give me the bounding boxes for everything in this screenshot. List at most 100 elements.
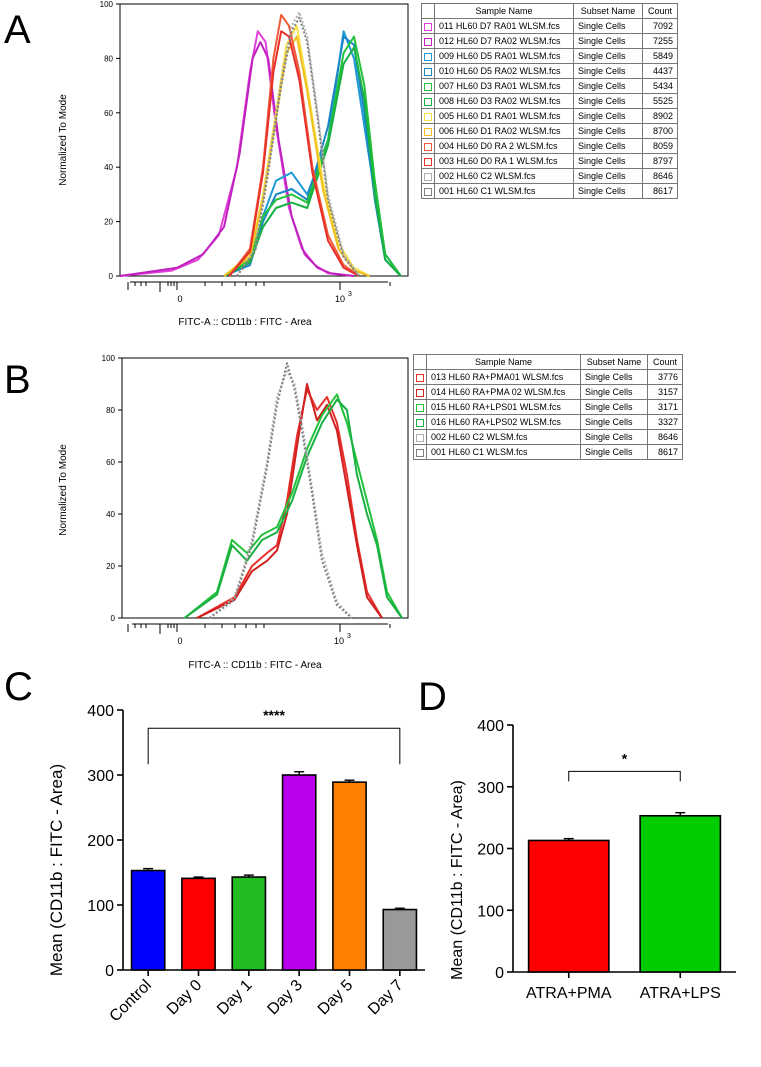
x-tick-label: ATRA+LPS [640,985,721,1002]
histogram-series-d3b [223,46,402,277]
legend-swatch [424,52,432,61]
legend-count: 3171 [647,399,683,415]
x-tick-label: Day 5 [315,977,357,1019]
legend-swatch [424,157,432,166]
legend-sample-name: 015 HL60 RA+LPS01 WLSM.fcs [426,399,581,415]
legend-swatch [424,97,432,106]
histogram-series-c1 [208,362,353,619]
legend-swatch-cell [413,429,427,445]
plot-frame [121,357,409,619]
legend-subset-name: Single Cells [573,63,643,79]
legend-count: 5525 [642,93,678,109]
y-axis-label: Normalized To Mode [58,94,69,186]
y-tick-label: 80 [106,406,115,415]
y-axis-label: Normalized To Mode [58,444,69,536]
legend-swatch-cell [413,384,427,400]
y-tick-label: 40 [104,163,113,172]
histogram-a: Normalized To Mode FITC-A :: CD11b : FIT… [58,0,409,328]
legend-swatch-cell [421,18,435,34]
legend-count: 8646 [647,429,683,445]
y-axis-label: Mean (CD11b : FITC - Area) [47,764,66,976]
legend-swatch-cell [413,399,427,415]
y-tick-label: 20 [106,562,115,571]
legend-row: 015 HL60 RA+LPS01 WLSM.fcs Single Cells 31… [413,399,683,415]
y-tick-label: 100 [87,898,114,915]
bar-control [130,869,166,971]
y-tick-label: 0 [109,272,114,281]
y-tick-label: 100 [100,0,114,9]
legend-swatch [424,112,432,121]
legend-subset-name: Single Cells [573,108,643,124]
legend-subset-name: Single Cells [580,369,648,385]
legend-subset-name: Single Cells [573,123,643,139]
x-tick-label-thousand: 10 [334,636,344,646]
x-tick-label-thousand: 10 [335,294,345,304]
histogram-series-d0b [228,30,360,277]
legend-header-count: Count [642,3,678,19]
significance-label: * [622,750,628,766]
histogram-series-lps [183,393,403,619]
legend-sample-name: 002 HL60 C2 WLSM.fcs [426,429,581,445]
legend-row: 007 HL60 D3 RA01 WLSM.fcs Single Cells 543… [421,78,678,94]
legend-subset-name: Single Cells [573,33,643,49]
legend-row: 005 HL60 D1 RA01 WLSM.fcs Single Cells 890… [421,108,678,124]
legend-sample-name: 006 HL60 D1 RA02 WLSM.fcs [434,123,574,139]
legend-swatch-header [421,3,435,19]
legend-sample-name: 001 HL60 C1 WLSM.fcs [426,444,581,460]
legend-count: 4437 [642,63,678,79]
legend-swatch-cell [421,123,435,139]
y-tick-label: 80 [104,54,113,63]
legend-swatch-cell [421,138,435,154]
legend-subset-name: Single Cells [573,168,643,184]
legend-swatch [424,37,432,46]
legend-sample-name: 013 HL60 RA+PMA01 WLSM.fcs [426,369,581,385]
x-tick-label-zero: 0 [177,294,182,304]
histogram-series-pma2 [196,383,383,619]
legend-subset-name: Single Cells [573,183,643,199]
legend-header-subset: Subset Name [580,354,648,370]
legend-subset-name: Single Cells [580,384,648,400]
panel-label-b: B [4,358,31,402]
legend-subset-name: Single Cells [580,399,648,415]
legend-sample-name: 001 HL60 C1 WLSM.fcs [434,183,574,199]
legend-swatch [416,403,424,412]
histogram-series-d1 [223,24,371,277]
legend-sample-name: 016 HL60 RA+LPS02 WLSM.fcs [426,414,581,430]
significance-label: **** [263,707,285,723]
panel-label-d: D [418,675,447,719]
y-tick-label: 300 [477,780,504,797]
legend-swatch-cell [421,93,435,109]
bar-day-3 [281,774,317,971]
panel-label-a: A [4,8,31,52]
legend-table-a: Sample Name Subset Name Count 011 HL60 D… [421,3,678,199]
legend-swatch [416,373,424,382]
histogram-series-lps2 [183,398,403,619]
x-tick-label: Day 0 [164,977,206,1019]
legend-sample-name: 011 HL60 D7 RA01 WLSM.fcs [434,18,574,34]
y-tick-label: 200 [87,833,114,850]
legend-swatch [416,388,424,397]
legend-count: 8700 [642,123,678,139]
legend-swatch [424,22,432,31]
legend-count: 8617 [642,183,678,199]
legend-swatch-cell [421,168,435,184]
legend-row: 010 HL60 D5 RA02 WLSM.fcs Single Cells 443… [421,63,678,79]
legend-sample-name: 010 HL60 D5 RA02 WLSM.fcs [434,63,574,79]
bar-chart-d: Mean (CD11b : FITC - Area) 0 100 200 300 400… [449,718,736,1002]
legend-swatch [416,433,424,442]
legend-row: 001 HL60 C1 WLSM.fcs Single Cells 8617 [421,183,678,199]
x-tick-label-exponent: 3 [348,291,352,298]
legend-subset-name: Single Cells [573,138,643,154]
legend-sample-name: 008 HL60 D3 RA02 WLSM.fcs [434,93,574,109]
y-axis-label: Mean (CD11b : FITC - Area) [449,780,466,980]
legend-swatch-cell [421,63,435,79]
legend-row: 016 HL60 RA+LPS02 WLSM.fcs Single Cells 33… [413,414,683,430]
x-tick-label: Day 1 [214,977,256,1019]
histogram-series-c1 [236,16,360,277]
legend-sample-name: 004 HL60 D0 RA 2 WLSM.fcs [434,138,574,154]
legend-header-sample: Sample Name [426,354,581,370]
legend-row: 001 HL60 C1 WLSM.fcs Single Cells 8617 [413,444,683,460]
plot-frame [119,3,409,277]
legend-swatch-cell [421,183,435,199]
x-tick-label: ATRA+PMA [526,985,612,1002]
